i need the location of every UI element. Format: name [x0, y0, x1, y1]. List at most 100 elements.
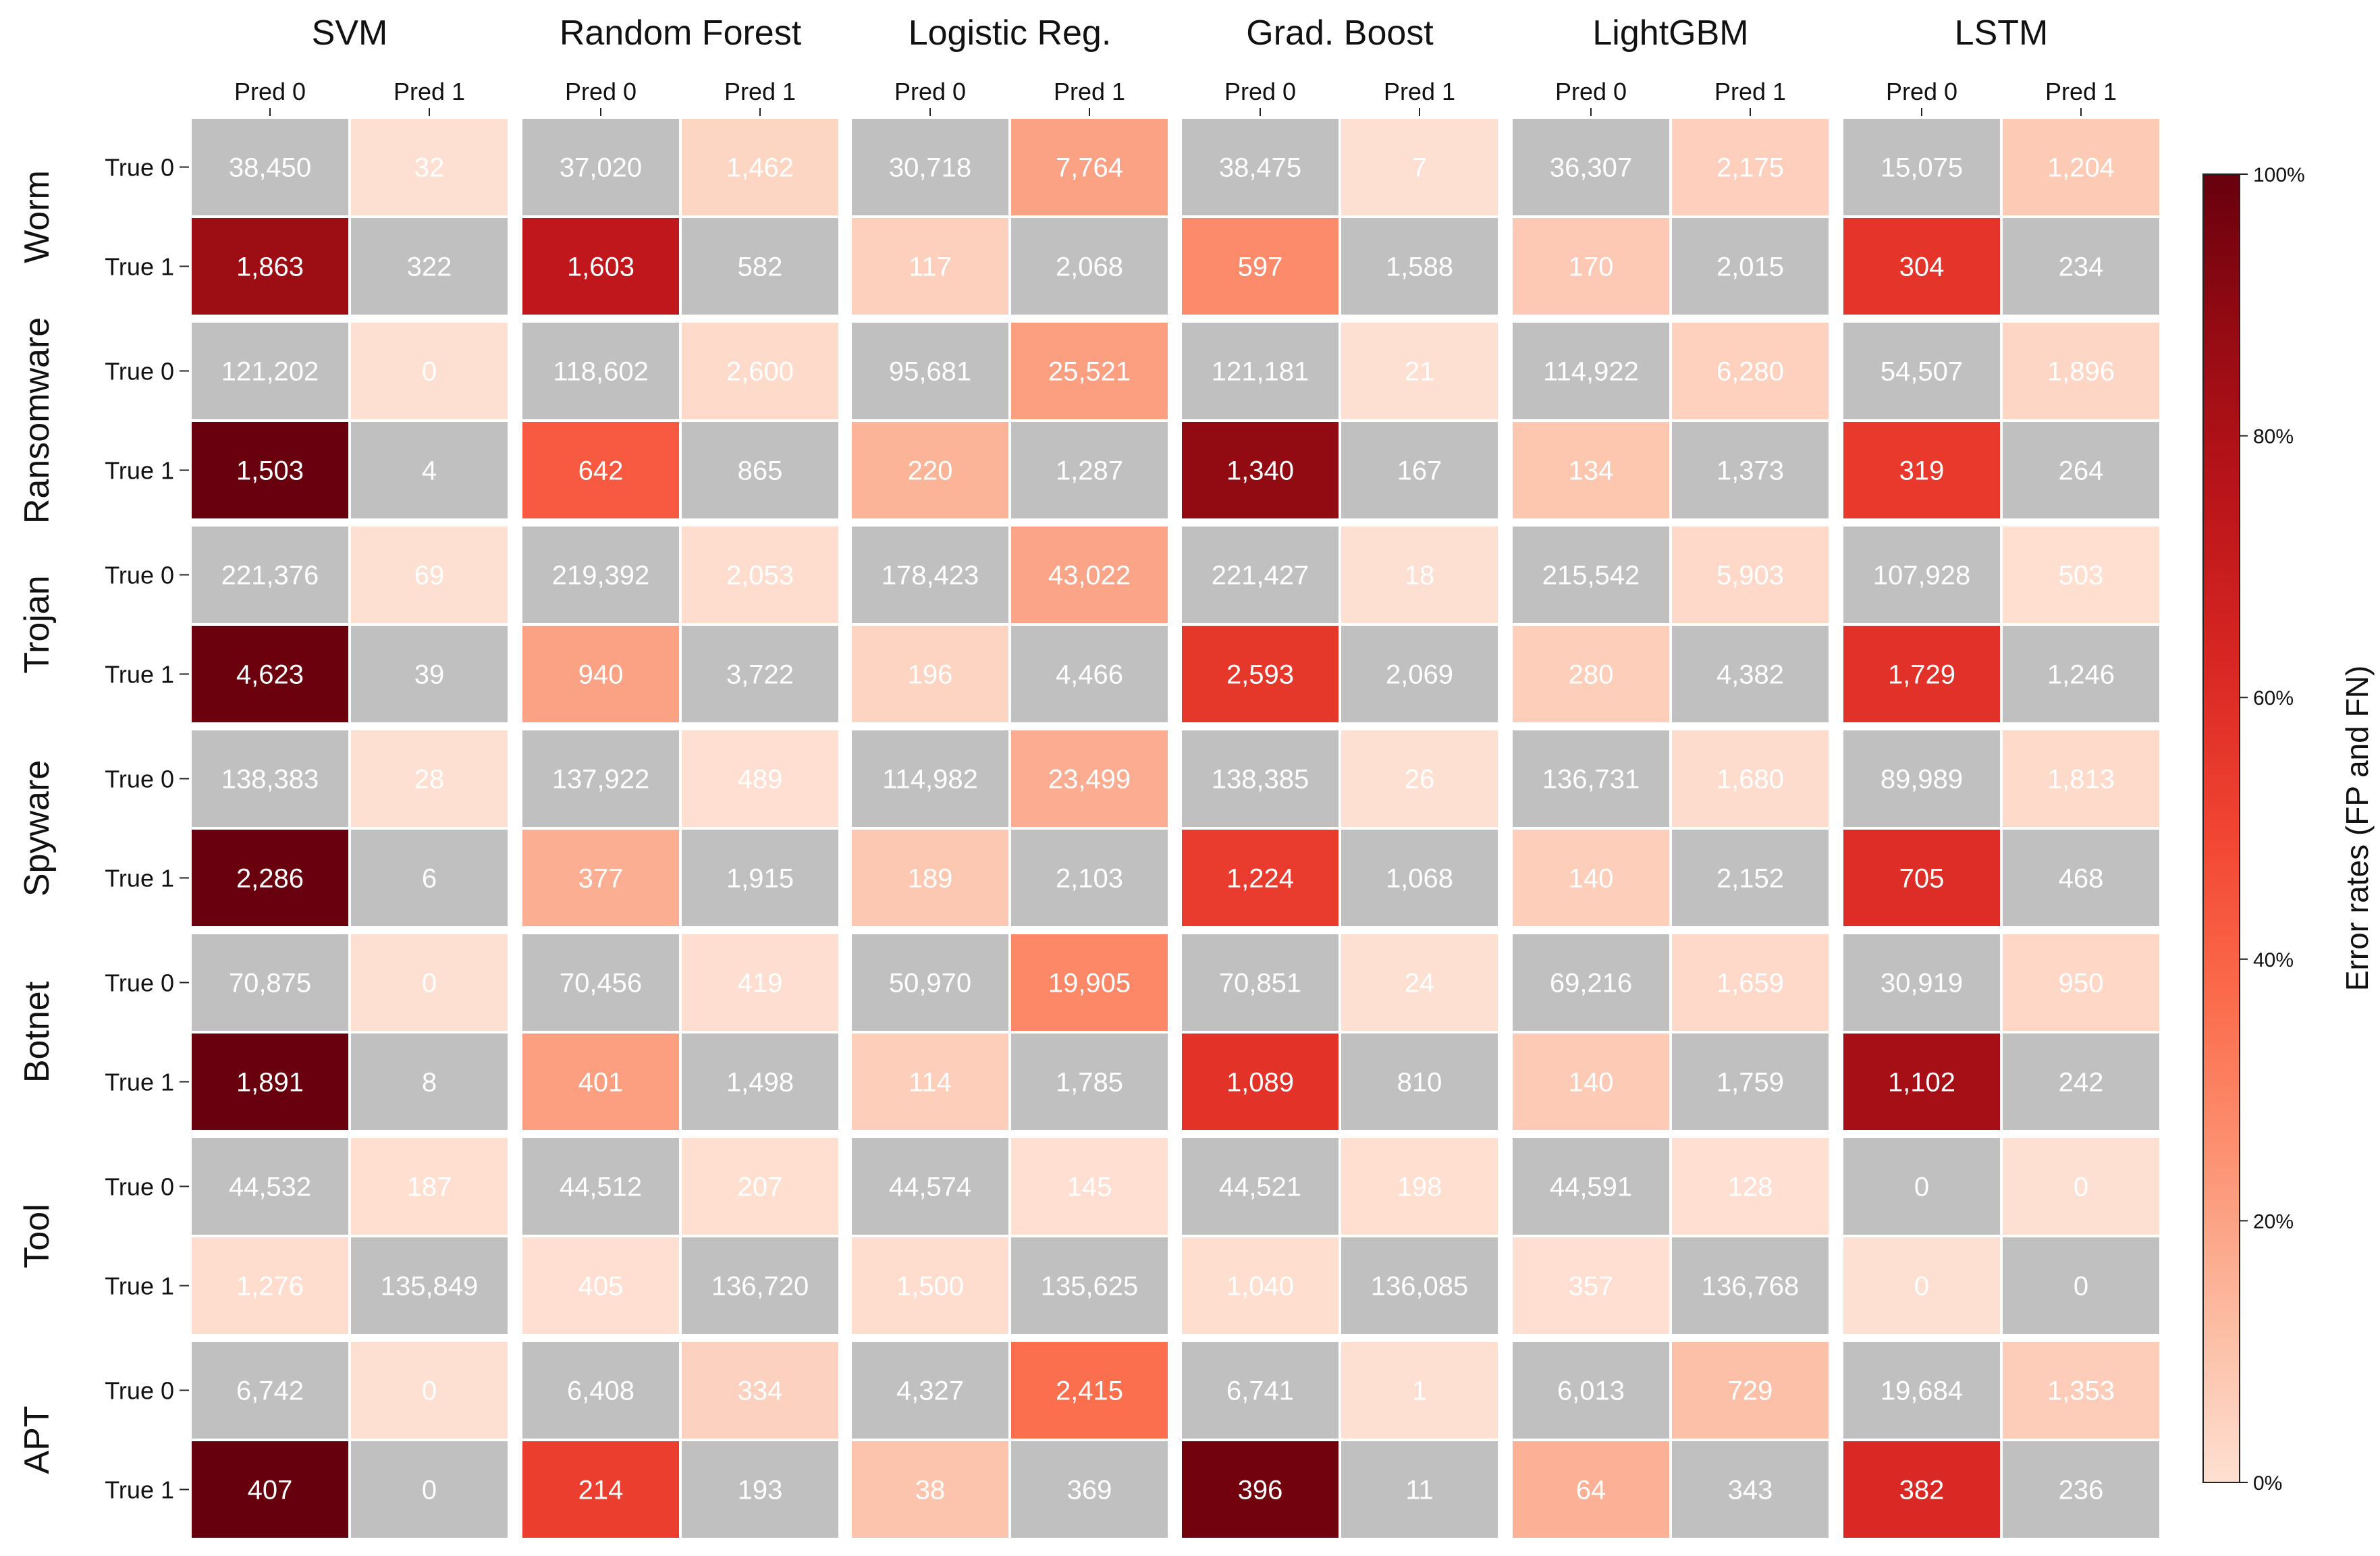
cell-value: 319 [1899, 456, 1945, 486]
cell-value: 280 [1569, 660, 1614, 690]
cell-value: 136,768 [1702, 1272, 1800, 1302]
cell-value: 44,574 [889, 1173, 971, 1202]
cell-value: 468 [2059, 864, 2104, 894]
cell-apt-svm-r1c1 [351, 1441, 508, 1538]
cell-value: 70,875 [229, 969, 311, 998]
cell-value: 167 [1397, 456, 1442, 486]
cell-ransomware-lightgbm-r1c0 [1513, 422, 1669, 518]
cell-botnet-logistic-reg-r0c0 [852, 934, 1008, 1031]
cell-value: 419 [738, 969, 783, 998]
cell-spyware-random-forest-r0c1 [682, 730, 838, 827]
cell-value: 6,408 [567, 1376, 634, 1406]
cell-worm-svm-r0c1 [351, 119, 508, 215]
cell-tool-lstm-r1c0 [1843, 1237, 2000, 1334]
cell-apt-lstm-r0c0 [1843, 1342, 2000, 1439]
cell-ransomware-svm-r0c0 [192, 323, 348, 419]
cell-value: 23,499 [1048, 765, 1131, 795]
cell-value: 582 [738, 252, 783, 282]
cell-apt-logistic-reg-r1c1 [1011, 1441, 1168, 1538]
cell-tool-logistic-reg-r0c1 [1011, 1138, 1168, 1235]
cell-value: 1,729 [1888, 660, 1955, 690]
cell-value: 2,600 [726, 357, 794, 387]
cell-value: 2,593 [1226, 660, 1294, 690]
cell-value: 0 [422, 1476, 437, 1505]
cell-value: 234 [2059, 252, 2104, 282]
cell-trojan-grad-boost-r1c1 [1341, 626, 1498, 722]
pred-label: Pred 1 [394, 78, 465, 105]
cell-value: 4 [422, 456, 437, 486]
cell-apt-svm-r0c0 [192, 1342, 348, 1439]
cell-tool-lightgbm-r0c1 [1672, 1138, 1829, 1235]
cell-value: 121,202 [221, 357, 319, 387]
cell-value: 705 [1899, 864, 1945, 894]
cell-value: 136,731 [1542, 765, 1640, 795]
cell-value: 2,053 [726, 561, 794, 591]
true-label: True 0 [105, 1377, 174, 1405]
cell-value: 43,022 [1048, 561, 1131, 591]
colorbar-tick-label: 100% [2253, 164, 2305, 186]
cell-botnet-random-forest-r1c0 [522, 1034, 679, 1130]
cell-worm-random-forest-r0c1 [682, 119, 838, 215]
cell-value: 0 [2074, 1272, 2088, 1302]
cell-value: 7,764 [1056, 153, 1123, 183]
cell-value: 198 [1397, 1173, 1442, 1202]
cell-value: 5,903 [1716, 561, 1784, 591]
cell-worm-lightgbm-r0c1 [1672, 119, 1829, 215]
class-label-worm: Worm [18, 170, 57, 263]
cell-botnet-random-forest-r1c1 [682, 1034, 838, 1130]
cell-value: 39 [414, 660, 445, 690]
cell-trojan-svm-r1c1 [351, 626, 508, 722]
cell-worm-logistic-reg-r1c0 [852, 218, 1008, 315]
cell-tool-svm-r0c0 [192, 1138, 348, 1235]
class-label-botnet: Botnet [18, 981, 57, 1083]
colorbar-bar [2202, 173, 2240, 1483]
class-label-trojan: Trojan [18, 575, 57, 673]
cell-ransomware-grad-boost-r1c1 [1341, 422, 1498, 518]
cell-botnet-lstm-r1c1 [2003, 1034, 2159, 1130]
cell-value: 1,040 [1226, 1272, 1294, 1302]
pred-label: Pred 1 [1054, 78, 1125, 105]
cell-value: 219,392 [552, 561, 650, 591]
model-title-lstm: LSTM [1955, 14, 2049, 53]
pred-label: Pred 0 [1555, 78, 1627, 105]
cell-value: 4,327 [896, 1376, 964, 1406]
cell-value: 1,588 [1386, 252, 1453, 282]
cell-apt-logistic-reg-r1c0 [852, 1441, 1008, 1538]
true-label: True 1 [105, 865, 174, 892]
class-label-spyware: Spyware [18, 760, 57, 896]
cell-value: 1,089 [1226, 1068, 1294, 1098]
true-label: True 0 [105, 1173, 174, 1201]
cell-value: 1,353 [2047, 1376, 2115, 1406]
cell-value: 44,512 [560, 1173, 642, 1202]
cell-value: 2,415 [1056, 1376, 1123, 1406]
class-label-ransomware: Ransomware [18, 317, 57, 524]
cell-value: 242 [2059, 1068, 2104, 1098]
cell-tool-logistic-reg-r0c0 [852, 1138, 1008, 1235]
cell-apt-grad-boost-r0c0 [1182, 1342, 1338, 1439]
cell-apt-lightgbm-r1c1 [1672, 1441, 1829, 1538]
cell-value: 401 [578, 1068, 624, 1098]
cell-value: 221,376 [221, 561, 319, 591]
cell-value: 1,246 [2047, 660, 2115, 690]
cell-value: 187 [407, 1173, 452, 1202]
cell-worm-random-forest-r1c0 [522, 218, 679, 315]
cell-ransomware-logistic-reg-r1c1 [1011, 422, 1168, 518]
cell-value: 114,982 [882, 765, 978, 795]
cell-value: 865 [738, 456, 783, 486]
cell-spyware-lstm-r1c1 [2003, 830, 2159, 926]
cell-value: 95,681 [889, 357, 971, 387]
cell-value: 1,224 [1226, 864, 1294, 894]
true-label: True 0 [105, 766, 174, 793]
cell-value: 407 [248, 1476, 293, 1505]
cell-value: 377 [578, 864, 624, 894]
cell-botnet-grad-boost-r0c0 [1182, 934, 1338, 1031]
cell-apt-lightgbm-r1c0 [1513, 1441, 1669, 1538]
cell-value: 145 [1067, 1173, 1112, 1202]
true-label: True 1 [105, 1476, 174, 1504]
cell-value: 19,684 [1881, 1376, 1963, 1406]
cell-value: 940 [578, 660, 624, 690]
cell-spyware-grad-boost-r0c0 [1182, 730, 1338, 827]
true-label: True 1 [105, 661, 174, 689]
cell-value: 19,905 [1048, 969, 1131, 998]
cell-worm-svm-r1c0 [192, 218, 348, 315]
